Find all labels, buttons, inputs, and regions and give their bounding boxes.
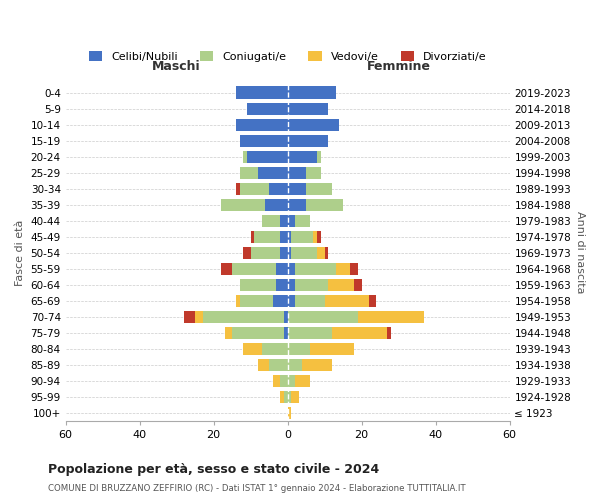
- Bar: [203, 311, 284, 323]
- Bar: [284, 311, 287, 323]
- Bar: [287, 407, 291, 419]
- Y-axis label: Anni di nascita: Anni di nascita: [575, 212, 585, 294]
- Bar: [354, 279, 362, 291]
- Bar: [369, 295, 376, 307]
- Bar: [225, 327, 232, 339]
- Bar: [287, 375, 295, 387]
- Bar: [236, 86, 287, 99]
- Bar: [221, 262, 232, 275]
- Bar: [269, 359, 287, 371]
- Bar: [287, 279, 295, 291]
- Bar: [287, 102, 328, 115]
- Bar: [287, 166, 306, 178]
- Bar: [287, 86, 335, 99]
- Bar: [287, 246, 291, 258]
- Bar: [291, 230, 313, 242]
- Bar: [251, 230, 254, 242]
- Bar: [239, 134, 287, 146]
- Bar: [317, 246, 325, 258]
- Bar: [287, 150, 317, 162]
- Bar: [254, 230, 280, 242]
- Bar: [291, 391, 299, 403]
- Bar: [287, 262, 295, 275]
- Bar: [287, 118, 340, 130]
- Bar: [287, 391, 291, 403]
- Bar: [273, 295, 287, 307]
- Text: COMUNE DI BRUZZANO ZEFFIRIO (RC) - Dati ISTAT 1° gennaio 2024 - Elaborazione TUT: COMUNE DI BRUZZANO ZEFFIRIO (RC) - Dati …: [48, 484, 466, 493]
- Bar: [287, 311, 358, 323]
- Bar: [239, 279, 277, 291]
- Bar: [287, 182, 306, 194]
- Text: Maschi: Maschi: [152, 60, 201, 74]
- Bar: [388, 327, 391, 339]
- Bar: [243, 343, 262, 355]
- Bar: [287, 327, 332, 339]
- Bar: [239, 166, 258, 178]
- Bar: [262, 343, 287, 355]
- Bar: [247, 102, 287, 115]
- Bar: [325, 295, 369, 307]
- Bar: [295, 262, 335, 275]
- Bar: [221, 198, 265, 210]
- Bar: [251, 246, 280, 258]
- Bar: [232, 327, 284, 339]
- Bar: [287, 198, 306, 210]
- Bar: [262, 214, 280, 226]
- Bar: [277, 279, 287, 291]
- Bar: [287, 343, 310, 355]
- Bar: [236, 295, 239, 307]
- Text: Femmine: Femmine: [367, 60, 431, 74]
- Bar: [295, 214, 310, 226]
- Bar: [310, 343, 354, 355]
- Bar: [306, 182, 332, 194]
- Bar: [317, 150, 321, 162]
- Bar: [358, 311, 424, 323]
- Bar: [232, 262, 277, 275]
- Bar: [284, 327, 287, 339]
- Bar: [328, 279, 354, 291]
- Bar: [280, 246, 287, 258]
- Bar: [236, 182, 239, 194]
- Bar: [280, 230, 287, 242]
- Y-axis label: Fasce di età: Fasce di età: [15, 220, 25, 286]
- Bar: [295, 279, 328, 291]
- Bar: [287, 295, 295, 307]
- Bar: [184, 311, 195, 323]
- Bar: [277, 262, 287, 275]
- Text: Popolazione per età, sesso e stato civile - 2024: Popolazione per età, sesso e stato civil…: [48, 462, 379, 475]
- Bar: [247, 150, 287, 162]
- Bar: [258, 359, 269, 371]
- Bar: [317, 230, 321, 242]
- Bar: [332, 327, 388, 339]
- Bar: [280, 375, 287, 387]
- Bar: [306, 198, 343, 210]
- Bar: [243, 246, 251, 258]
- Bar: [280, 391, 284, 403]
- Bar: [239, 182, 269, 194]
- Bar: [295, 375, 310, 387]
- Bar: [295, 295, 325, 307]
- Bar: [280, 214, 287, 226]
- Bar: [350, 262, 358, 275]
- Bar: [313, 230, 317, 242]
- Bar: [195, 311, 203, 323]
- Bar: [243, 150, 247, 162]
- Bar: [291, 246, 317, 258]
- Bar: [265, 198, 287, 210]
- Bar: [236, 118, 287, 130]
- Bar: [306, 166, 321, 178]
- Bar: [287, 134, 328, 146]
- Bar: [269, 182, 287, 194]
- Bar: [287, 359, 302, 371]
- Bar: [258, 166, 287, 178]
- Bar: [335, 262, 350, 275]
- Bar: [302, 359, 332, 371]
- Bar: [284, 391, 287, 403]
- Bar: [287, 230, 291, 242]
- Bar: [239, 295, 273, 307]
- Legend: Celibi/Nubili, Coniugati/e, Vedovi/e, Divorziati/e: Celibi/Nubili, Coniugati/e, Vedovi/e, Di…: [84, 46, 491, 66]
- Bar: [287, 214, 295, 226]
- Bar: [325, 246, 328, 258]
- Bar: [273, 375, 280, 387]
